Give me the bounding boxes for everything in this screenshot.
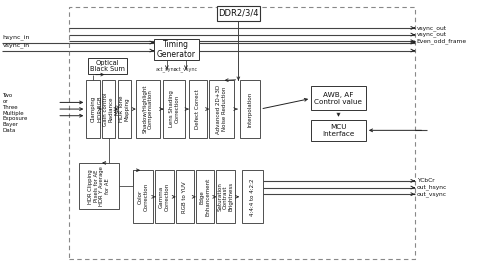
Text: RGB to YUV: RGB to YUV [182,181,188,213]
Text: Optical
Black Sum: Optical Black Sum [90,60,125,72]
Bar [209,81,234,138]
Text: act_sync: act_sync [156,66,178,72]
Text: MCU
Interface: MCU Interface [322,124,355,137]
Bar [118,81,131,138]
Text: DDR2/3/4: DDR2/3/4 [218,9,259,18]
Text: out_hsync: out_hsync [417,185,447,190]
Bar [156,170,174,223]
Text: Color
Correction: Color Correction [138,183,148,211]
Bar [216,170,235,223]
Bar [189,81,207,138]
Bar [102,81,115,138]
Text: YCbCr: YCbCr [417,178,434,183]
Bar [154,39,199,60]
Text: Two
or
Three
Multiple
Exposure
Bayer
Data: Two or Three Multiple Exposure Bayer Dat… [2,93,28,133]
Text: Shadow/Highlight
Compensation: Shadow/Highlight Compensation [143,85,153,133]
Bar [217,6,260,21]
Text: Edge
Enhancement: Edge Enhancement [200,178,210,216]
Text: Clamping: Clamping [90,96,96,122]
Text: vsync_out: vsync_out [417,32,447,38]
Bar [311,86,366,110]
Bar [136,81,160,138]
Bar [242,170,264,223]
Text: HDR RGB
Gain control
Radiance
Map: HDR RGB Gain control Radiance Map [98,92,120,126]
Text: AWB, AF
Control value: AWB, AF Control value [314,92,362,105]
Bar [88,58,127,74]
Bar [69,7,415,259]
Text: Timing
Generator: Timing Generator [157,40,196,59]
Text: HDR Clipping
Pixels for AE
HDR Y Average
for AE: HDR Clipping Pixels for AE HDR Y Average… [88,166,110,206]
Bar [79,163,120,210]
Text: Gamma
Correction: Gamma Correction [159,183,170,211]
Text: Even_odd_frame: Even_odd_frame [417,38,467,44]
Text: Lens Shading
Correction: Lens Shading Correction [168,91,180,127]
Bar [86,81,100,138]
Bar [163,81,185,138]
Text: act_vsync: act_vsync [174,66,198,72]
Text: 4:4:4 to 4:2:2: 4:4:4 to 4:2:2 [250,178,255,215]
Bar [196,170,214,223]
Bar [133,170,153,223]
Text: vsync_out: vsync_out [417,25,447,31]
Text: Interpolation: Interpolation [248,92,253,127]
Text: hsync_in: hsync_in [2,34,30,40]
Text: Saturation
Contrast
Brightness: Saturation Contrast Brightness [217,182,234,211]
Text: vsync_in: vsync_in [2,42,29,48]
Bar [311,120,366,141]
Text: Advanced 2D+3D
Noise Reduction: Advanced 2D+3D Noise Reduction [216,84,227,134]
Text: Defect Correct: Defect Correct [195,89,200,129]
Text: out_vsync: out_vsync [417,191,447,197]
Text: HDR Tone
Mapping: HDR Tone Mapping [119,96,130,122]
Bar [240,81,260,138]
Bar [176,170,194,223]
